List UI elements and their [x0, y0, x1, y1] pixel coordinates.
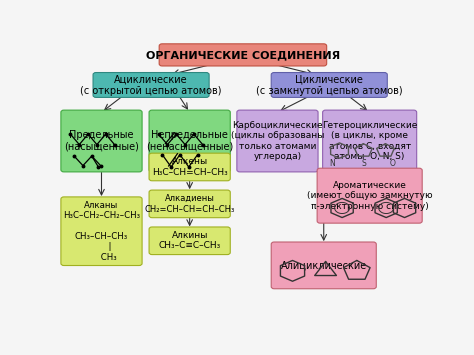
FancyBboxPatch shape — [159, 44, 327, 66]
FancyBboxPatch shape — [237, 110, 318, 172]
Text: Гетероциклические
(в циклы, кроме
атомов С, входят
атомы  O, N, S): Гетероциклические (в циклы, кроме атомов… — [322, 121, 417, 161]
Text: Ароматические
(имеют общую замкнутую
π-электронную систему): Ароматические (имеют общую замкнутую π-э… — [307, 181, 432, 211]
Text: Карбоциклические
(циклы образованы
только атомами
углерода): Карбоциклические (циклы образованы тольк… — [231, 121, 324, 161]
Text: Непредельные
(ненасыщенные): Непредельные (ненасыщенные) — [146, 130, 233, 152]
Text: Циклические
(с замкнутой цепью атомов): Циклические (с замкнутой цепью атомов) — [256, 74, 402, 96]
FancyBboxPatch shape — [149, 190, 230, 218]
FancyBboxPatch shape — [323, 110, 417, 172]
FancyBboxPatch shape — [317, 168, 422, 223]
Text: Алкадиены
CH₂=CH–CH=CH–CH₃: Алкадиены CH₂=CH–CH=CH–CH₃ — [145, 194, 235, 214]
FancyBboxPatch shape — [61, 197, 142, 266]
FancyBboxPatch shape — [61, 110, 142, 172]
Text: Алициклические: Алициклические — [281, 260, 367, 271]
Text: Алкены
H₃C–CH=CH–CH₃: Алкены H₃C–CH=CH–CH₃ — [152, 157, 228, 177]
FancyBboxPatch shape — [149, 227, 230, 255]
Text: Алканы
H₃C–CH₂–CH₂–CH₃

CH₃–CH–CH₃
      |
     CH₃: Алканы H₃C–CH₂–CH₂–CH₃ CH₃–CH–CH₃ | CH₃ — [63, 201, 140, 262]
Text: O: O — [390, 159, 396, 168]
FancyBboxPatch shape — [149, 110, 230, 172]
Text: Ациклические
(с открытой цепью атомов): Ациклические (с открытой цепью атомов) — [80, 74, 222, 96]
FancyBboxPatch shape — [149, 153, 230, 181]
Text: S: S — [361, 159, 366, 168]
Text: ОРГАНИЧЕСКИЕ СОЕДИНЕНИЯ: ОРГАНИЧЕСКИЕ СОЕДИНЕНИЯ — [146, 50, 340, 60]
Text: N: N — [329, 159, 335, 168]
Text: Предельные
(насыщенные): Предельные (насыщенные) — [64, 130, 139, 152]
FancyBboxPatch shape — [93, 72, 209, 97]
Text: Алкины
CH₃–C≡C–CH₃: Алкины CH₃–C≡C–CH₃ — [158, 231, 221, 251]
FancyBboxPatch shape — [271, 72, 387, 97]
FancyBboxPatch shape — [271, 242, 376, 289]
